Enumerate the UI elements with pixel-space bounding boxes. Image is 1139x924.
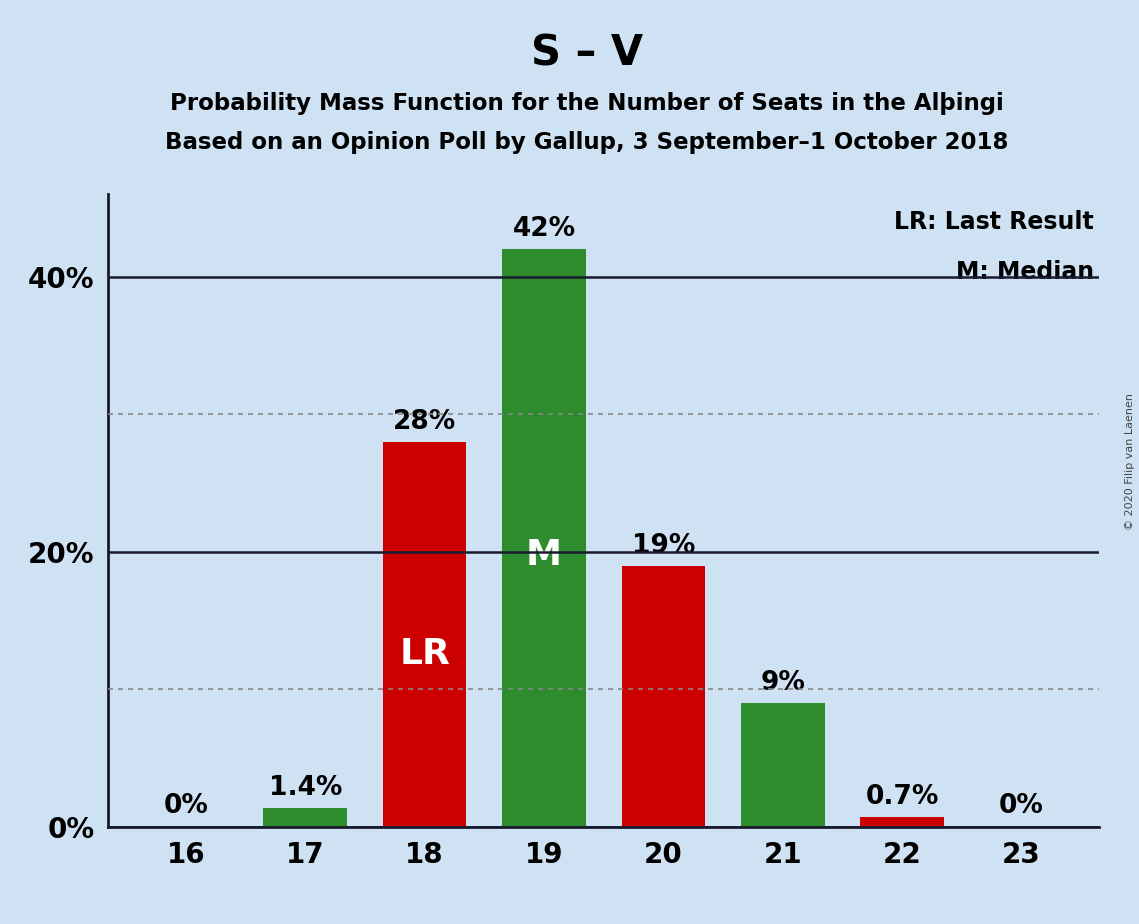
Bar (263, 808, 347, 827)
Text: © 2020 Filip van Laenen: © 2020 Filip van Laenen (1125, 394, 1134, 530)
Bar (502, 249, 585, 827)
Bar (622, 565, 705, 827)
Text: 28%: 28% (393, 408, 457, 435)
Text: 0%: 0% (999, 793, 1044, 819)
Text: LR: LR (399, 637, 450, 671)
Text: S – V: S – V (531, 32, 642, 74)
Bar (383, 442, 466, 827)
Text: 1.4%: 1.4% (269, 775, 342, 801)
Text: 19%: 19% (632, 532, 695, 559)
Text: 0.7%: 0.7% (866, 784, 939, 810)
Bar (741, 703, 825, 827)
Bar (860, 818, 944, 827)
Text: Based on an Opinion Poll by Gallup, 3 September–1 October 2018: Based on an Opinion Poll by Gallup, 3 Se… (165, 131, 1008, 154)
Text: 42%: 42% (513, 216, 575, 242)
Text: Probability Mass Function for the Number of Seats in the Alþingi: Probability Mass Function for the Number… (170, 92, 1003, 116)
Text: LR: Last Result: LR: Last Result (894, 210, 1095, 234)
Text: M: M (526, 539, 562, 572)
Text: 9%: 9% (761, 670, 805, 697)
Text: 0%: 0% (163, 793, 208, 819)
Text: M: Median: M: Median (956, 261, 1095, 285)
